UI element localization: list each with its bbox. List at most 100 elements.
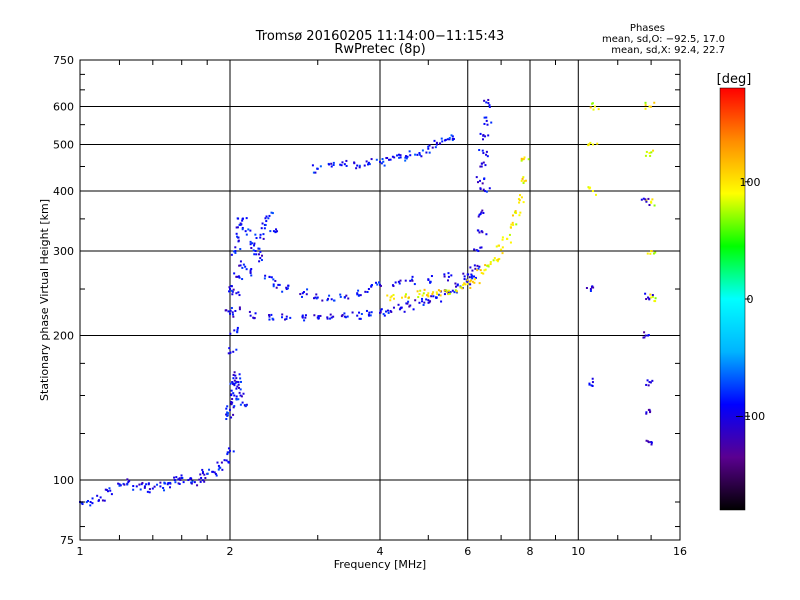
data-point [316, 316, 319, 319]
data-point-jitter [232, 392, 235, 395]
data-point [466, 273, 469, 276]
data-point-jitter [429, 300, 432, 303]
data-point-jitter [480, 162, 483, 165]
data-point-jitter [522, 201, 525, 204]
data-point-jitter [474, 267, 477, 270]
data-point-jitter [495, 259, 498, 262]
data-point-jitter [317, 315, 320, 318]
data-point-jitter [306, 288, 309, 291]
data-point [217, 464, 220, 467]
data-point-jitter [509, 241, 512, 244]
data-point-jitter [276, 230, 279, 233]
data-point-jitter [497, 258, 500, 261]
data-point-jitter [328, 294, 331, 297]
data-point-jitter [311, 164, 314, 167]
data-point-jitter [365, 160, 368, 163]
data-point-jitter [404, 295, 407, 298]
data-point-jitter [281, 313, 284, 316]
data-point-jitter [645, 439, 648, 442]
data-point-jitter [140, 483, 143, 486]
data-point-jitter [358, 164, 361, 167]
data-point-jitter [340, 164, 343, 167]
data-point-jitter [263, 227, 266, 230]
data-point [648, 381, 651, 384]
data-point-jitter [479, 269, 482, 272]
data-point-jitter [191, 480, 194, 483]
data-point-jitter [654, 297, 657, 300]
data-point-jitter [383, 314, 386, 317]
data-point [451, 289, 454, 292]
data-point-jitter [447, 293, 450, 296]
data-point-jitter [651, 295, 654, 298]
data-point-jitter [145, 483, 148, 486]
data-point-jitter [199, 473, 202, 476]
data-point [272, 230, 275, 233]
y-tick-label: 75 [60, 534, 74, 547]
data-point-jitter [449, 291, 452, 294]
data-point-jitter [231, 293, 234, 296]
data-point-jitter [339, 295, 342, 298]
data-point-jitter [242, 392, 245, 395]
data-point-jitter [650, 250, 653, 253]
data-point-jitter [488, 104, 491, 107]
data-point-jitter [232, 373, 235, 376]
data-point-jitter [247, 228, 250, 231]
data-point-jitter [358, 311, 361, 314]
chart-subtitle: RwPretec (8p) [334, 42, 425, 57]
data-point [470, 273, 473, 276]
data-point-jitter [233, 371, 236, 374]
data-point [301, 292, 304, 295]
data-point-jitter [481, 231, 484, 234]
data-point-jitter [250, 274, 253, 277]
data-point-jitter [476, 264, 479, 267]
data-point-jitter [264, 224, 267, 227]
data-point [200, 476, 203, 479]
data-point-jitter [175, 476, 178, 479]
data-point-jitter [339, 163, 342, 166]
data-point-jitter [106, 490, 109, 493]
data-point-jitter [220, 461, 223, 464]
data-point-jitter [591, 285, 594, 288]
data-point-jitter [440, 300, 443, 303]
data-point-jitter [524, 179, 527, 182]
data-point-jitter [217, 468, 220, 471]
data-point-jitter [321, 299, 324, 302]
data-point-jitter [148, 488, 151, 491]
data-point [479, 179, 482, 182]
data-point-jitter [236, 326, 239, 329]
data-point-jitter [369, 314, 372, 317]
data-point-jitter [340, 315, 343, 318]
data-point-jitter [519, 211, 522, 214]
data-point [249, 243, 252, 246]
data-point-jitter [407, 300, 410, 303]
x-tick-label: 6 [464, 545, 471, 558]
data-point-jitter [439, 142, 442, 145]
data-point-jitter [238, 264, 241, 267]
data-point [418, 301, 421, 304]
data-point-jitter [476, 181, 479, 184]
data-point [343, 163, 346, 166]
data-point-jitter [649, 293, 652, 296]
data-point-jitter [492, 259, 495, 262]
data-point-jitter [479, 187, 482, 190]
data-point-jitter [143, 486, 146, 489]
data-point-jitter [647, 197, 650, 200]
data-point-jitter [378, 281, 381, 284]
data-points [79, 98, 657, 507]
grid-lines [80, 60, 680, 540]
data-point-jitter [644, 292, 647, 295]
data-point-jitter [315, 297, 318, 300]
data-point-jitter [281, 316, 284, 319]
data-point-jitter [203, 480, 206, 483]
data-point-jitter [257, 253, 260, 256]
data-point-jitter [245, 268, 248, 271]
data-point-jitter [445, 290, 448, 293]
data-point-jitter [514, 210, 517, 213]
data-point-jitter [396, 154, 399, 157]
data-point-jitter [118, 484, 121, 487]
data-point-jitter [404, 156, 407, 159]
data-point-jitter [238, 373, 241, 376]
data-point [482, 212, 485, 215]
data-point-jitter [123, 483, 126, 486]
data-point-jitter [258, 247, 261, 250]
